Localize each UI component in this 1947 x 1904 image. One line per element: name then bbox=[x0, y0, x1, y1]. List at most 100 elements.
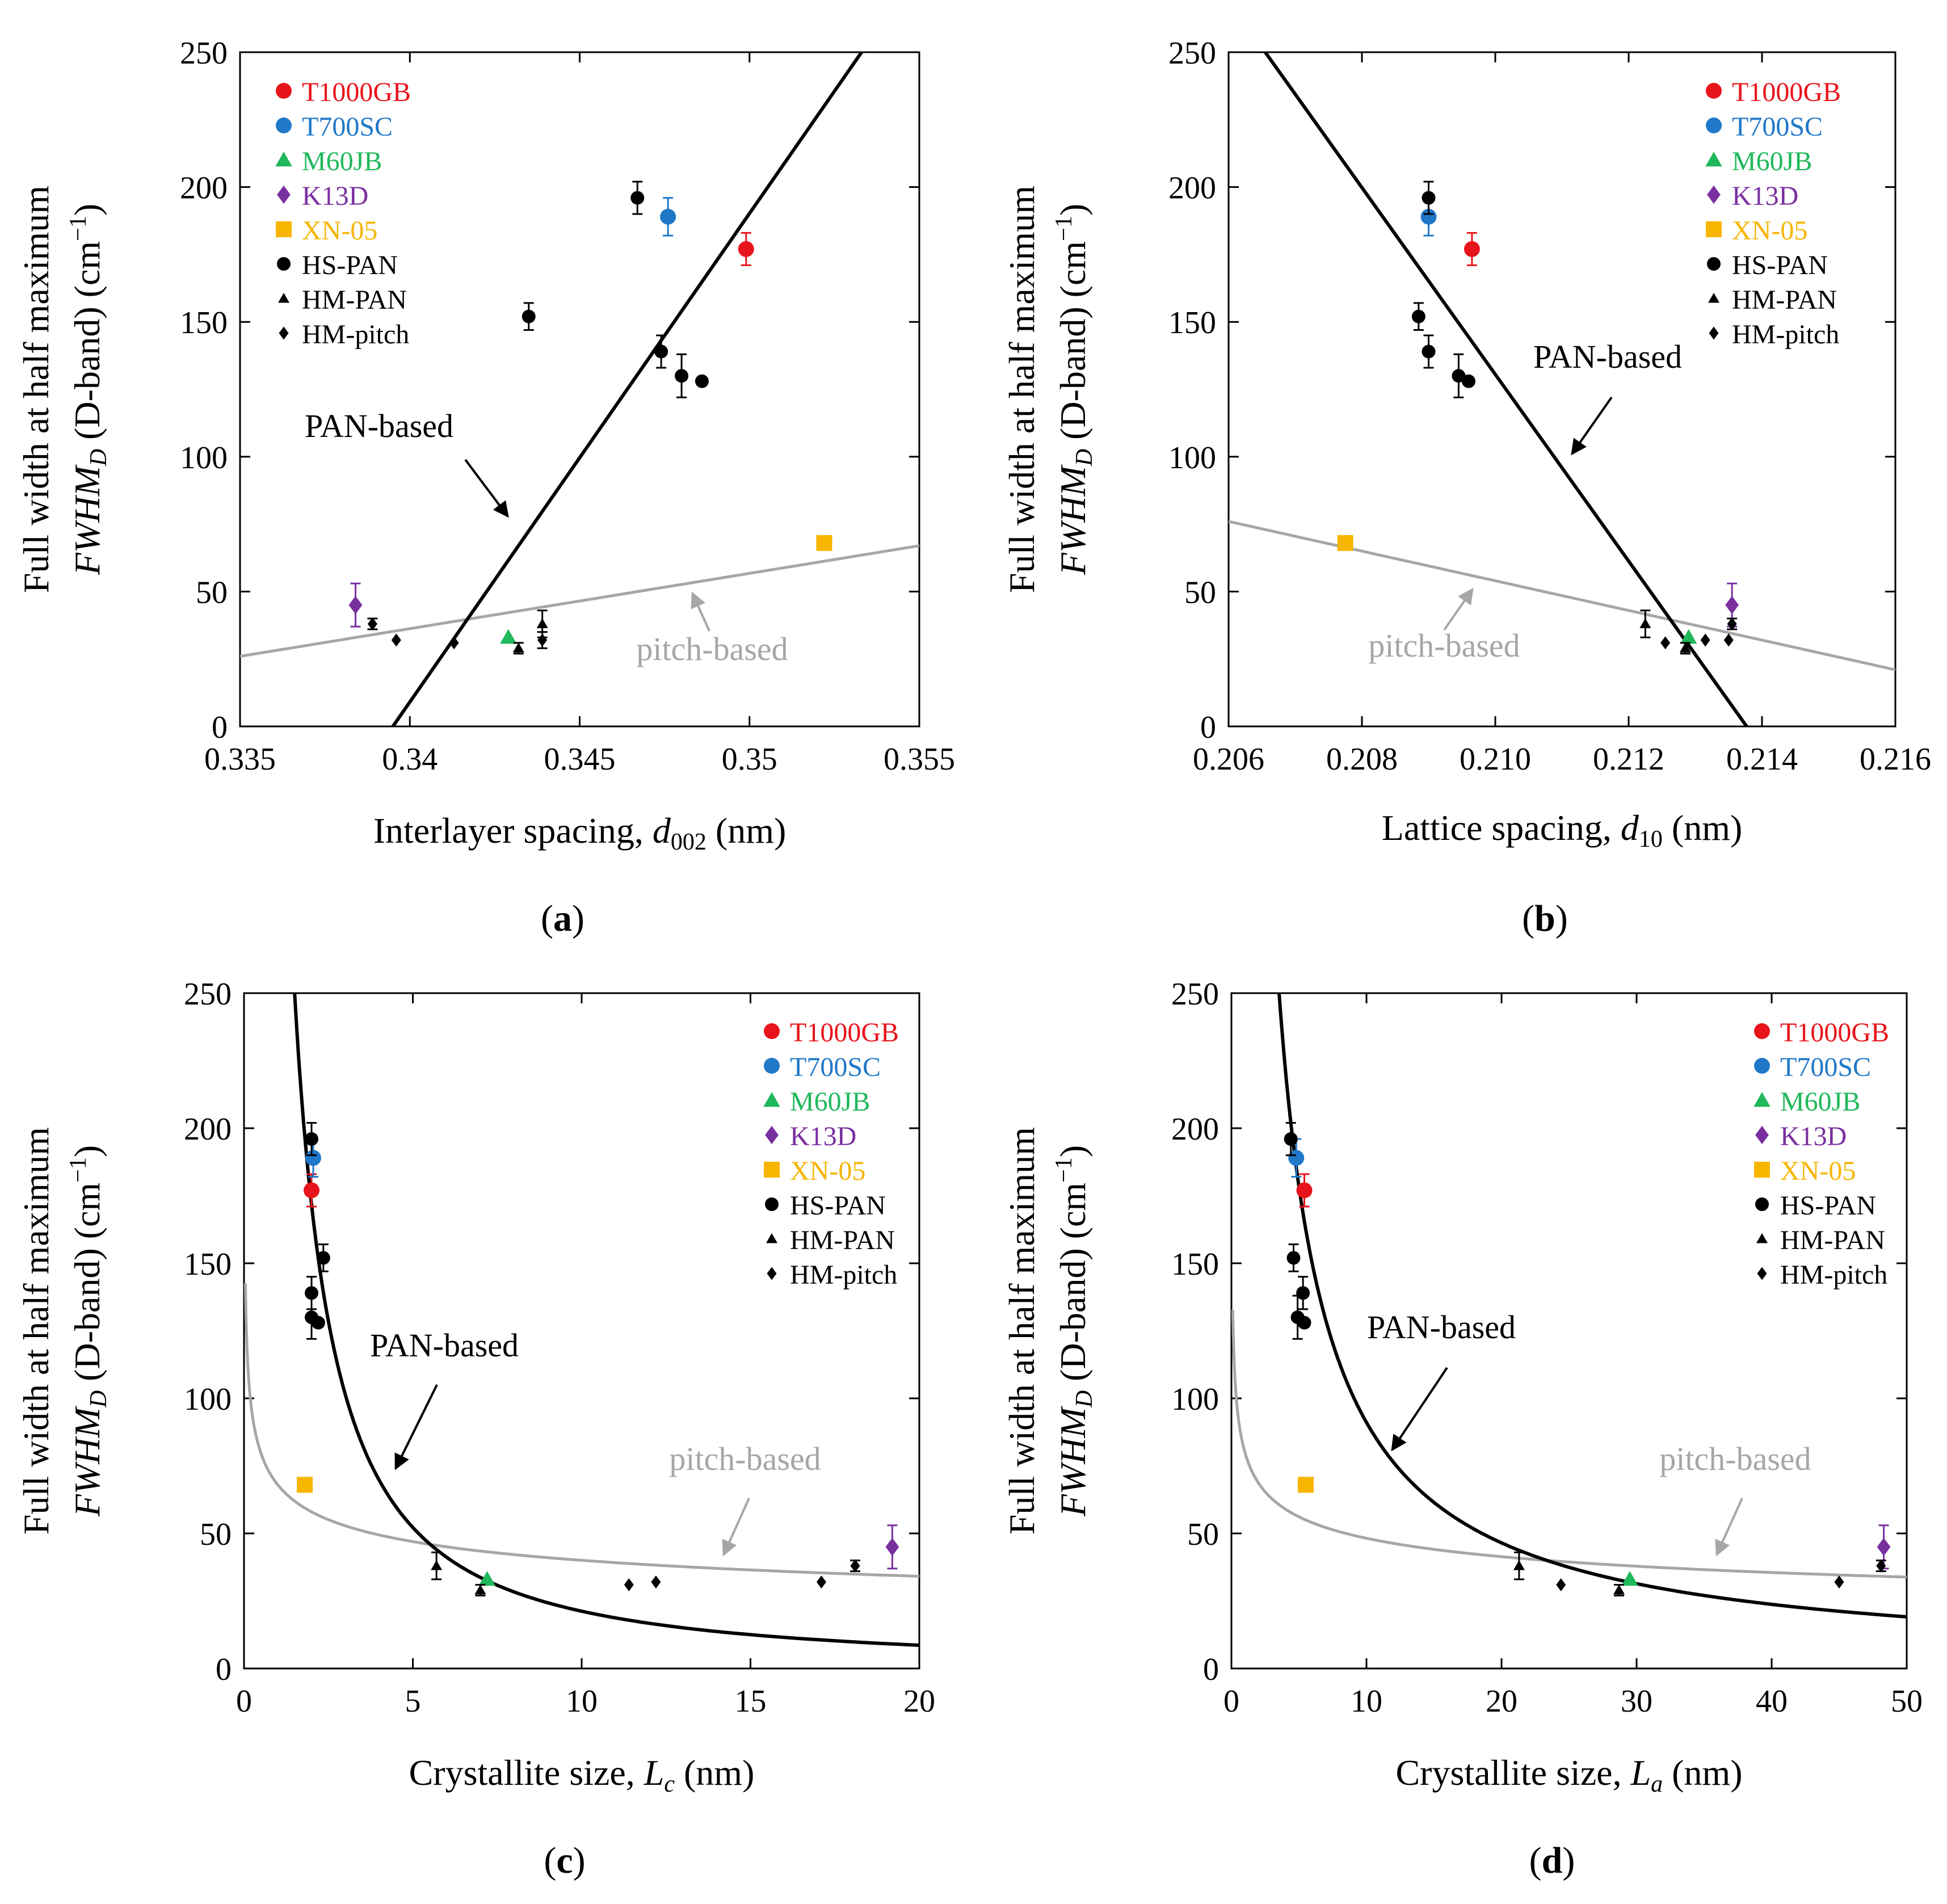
x-tick-label: 20 bbox=[903, 1684, 935, 1719]
y-tick-label: 0 bbox=[216, 1652, 232, 1687]
series-HM-pitch bbox=[1660, 617, 1738, 650]
legend-entry: M60JB bbox=[1732, 146, 1812, 176]
data-point bbox=[1422, 344, 1436, 359]
x-tick-label: 0.212 bbox=[1593, 742, 1664, 777]
data-point bbox=[1462, 374, 1475, 388]
legend-marker bbox=[764, 1058, 780, 1074]
legend-marker bbox=[763, 1092, 780, 1107]
legend-marker bbox=[1755, 1125, 1769, 1145]
data-point bbox=[500, 629, 517, 644]
y-tick-label: 50 bbox=[1184, 575, 1216, 610]
y-tick-label: 100 bbox=[1168, 440, 1216, 476]
data-point bbox=[1284, 1132, 1298, 1146]
y-axis-title-line1: Full width at half maximum bbox=[1002, 186, 1042, 593]
y-tick-label: 250 bbox=[1168, 36, 1216, 71]
data-point bbox=[297, 1477, 313, 1493]
data-point bbox=[1297, 1477, 1314, 1493]
fit-lines bbox=[1231, 993, 1907, 1619]
x-tick-label: 20 bbox=[1486, 1684, 1517, 1719]
series-M60JB bbox=[1680, 629, 1697, 644]
fit-lines bbox=[244, 993, 919, 1647]
legend-entry: T1000GB bbox=[1732, 77, 1841, 107]
legend-marker bbox=[1705, 152, 1722, 167]
pan-based-arrow bbox=[1391, 1367, 1448, 1452]
legend-entry: HM-pitch bbox=[1732, 320, 1839, 350]
legend-entry: HS-PAN bbox=[302, 250, 398, 280]
data-point bbox=[850, 1559, 860, 1573]
x-tick-label: 0.35 bbox=[722, 742, 777, 777]
x-tick-label: 15 bbox=[735, 1684, 767, 1719]
series-HM-PAN bbox=[1513, 1551, 1625, 1596]
legend-entry: K13D bbox=[302, 181, 368, 211]
legend-marker bbox=[1755, 1197, 1769, 1211]
y-axis-title-line2: FWHMD (D-band) (cm−1) bbox=[1051, 204, 1097, 575]
series-HM-pitch bbox=[1556, 1559, 1886, 1591]
x-tick-label: 0.34 bbox=[382, 742, 438, 777]
data-point bbox=[348, 596, 363, 615]
legend-entry: HM-pitch bbox=[302, 320, 409, 350]
series-HM-pitch bbox=[367, 617, 548, 650]
y-tick-label: 150 bbox=[184, 1247, 232, 1282]
data-point bbox=[478, 1571, 496, 1586]
series-HS-PAN bbox=[1284, 1121, 1311, 1340]
series-T1000GB bbox=[1464, 232, 1480, 266]
chart-panel-b: 0.206 0.208 0.210 0.212 0.214 0.216 0 50 100 150 2… bbox=[1002, 36, 1931, 939]
y-axis-title-line2: FWHMD (D-band) (cm−1) bbox=[65, 204, 112, 575]
pan-based-arrow bbox=[394, 1384, 438, 1470]
series-HS-PAN bbox=[305, 1121, 330, 1340]
panel-label: (c) bbox=[544, 1840, 585, 1881]
legend-entry: XN-05 bbox=[1732, 216, 1807, 246]
y-tick-label: 100 bbox=[184, 1382, 232, 1417]
legend-entry: XN-05 bbox=[302, 216, 377, 246]
pan-fit-line bbox=[391, 52, 863, 726]
pitch-based-annotation: pitch-based bbox=[1368, 627, 1520, 664]
legend-marker bbox=[1709, 326, 1719, 340]
legend-entry: T1000GB bbox=[1780, 1018, 1889, 1048]
data-point bbox=[1297, 1315, 1311, 1330]
pitch-based-annotation: pitch-based bbox=[1659, 1440, 1811, 1477]
legend-entry: HS-PAN bbox=[790, 1191, 886, 1221]
x-tick-label: 0.206 bbox=[1193, 742, 1264, 777]
y-tick-label: 50 bbox=[200, 1517, 232, 1552]
series-T700SC bbox=[660, 197, 676, 237]
x-axis-title: Crystallite size, La (nm) bbox=[1395, 1752, 1742, 1797]
y-tick-label: 50 bbox=[1187, 1517, 1219, 1552]
x-tick-label: 10 bbox=[1351, 1684, 1382, 1719]
pitch-fit-line bbox=[1229, 520, 1895, 671]
legend-marker bbox=[279, 326, 289, 340]
legend: T1000GB T700SC M60JB K13D XN-05 HS-PAN HM-PAN H… bbox=[1705, 77, 1841, 350]
data-point bbox=[1296, 1182, 1313, 1199]
data-point bbox=[1660, 636, 1671, 650]
y-axis-title-line1: Full width at half maximum bbox=[1002, 1127, 1042, 1535]
data-point bbox=[1556, 1578, 1566, 1591]
chart-panel-c: 0 5 10 15 20050100150200250T1000GBT700SCM60J… bbox=[16, 977, 935, 1881]
x-tick-label: 10 bbox=[566, 1684, 598, 1719]
data-point bbox=[654, 344, 668, 359]
legend-marker bbox=[766, 1233, 777, 1243]
legend-entry: T700SC bbox=[302, 112, 393, 142]
data-point bbox=[1621, 1571, 1638, 1586]
x-tick-label: 0.216 bbox=[1860, 742, 1931, 777]
data-point bbox=[1679, 642, 1691, 653]
series-XN-05 bbox=[1297, 1477, 1314, 1493]
data-point bbox=[695, 374, 709, 388]
legend-entry: M60JB bbox=[302, 146, 382, 176]
chart-panel-d: 0 10 20 30 40 50 0 50 100 150 200 250 T1000GB T700SC M… bbox=[1002, 977, 1923, 1881]
pan-based-annotation: PAN-based bbox=[305, 407, 453, 444]
series-T1000GB bbox=[738, 232, 754, 266]
series-K13D bbox=[885, 1524, 899, 1570]
plot-frame bbox=[1227, 51, 1896, 728]
x-tick-label: 40 bbox=[1756, 1684, 1788, 1719]
legend-marker bbox=[767, 1267, 777, 1280]
y-axis-title-line2: FWHMD (D-band) (cm−1) bbox=[1051, 1145, 1097, 1517]
legend-entry: K13D bbox=[790, 1121, 856, 1151]
x-tick-label: 0.335 bbox=[204, 742, 276, 777]
series-HS-PAN bbox=[522, 180, 709, 398]
legend: T1000GB T700SC M60JB K13D XN-05 HS-PAN HM-PAN H… bbox=[1753, 1018, 1889, 1290]
y-tick-label: 200 bbox=[1168, 171, 1216, 206]
series-XN-05 bbox=[1337, 535, 1353, 551]
legend-marker bbox=[276, 83, 292, 99]
fit-lines bbox=[240, 52, 919, 726]
panel-label: (b) bbox=[1522, 898, 1568, 939]
series-XN-05 bbox=[297, 1477, 313, 1493]
